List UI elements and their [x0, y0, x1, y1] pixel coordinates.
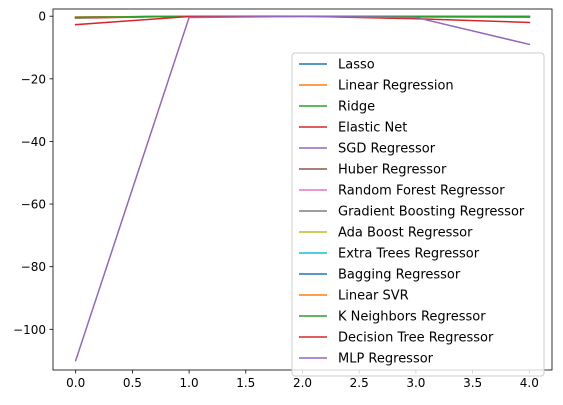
x-tick-label: 3.0: [406, 376, 425, 390]
x-tick-label: 4.0: [520, 376, 539, 390]
legend-entry: Elastic Net: [338, 121, 407, 136]
legend-entry: Ada Boost Regressor: [338, 226, 473, 241]
y-tick-label: −80: [21, 260, 46, 274]
legend-entry: Random Forest Regressor: [338, 184, 505, 199]
y-tick-label: 0: [38, 10, 46, 24]
plot-area: [74, 15, 531, 362]
x-tick-label: 2.5: [350, 376, 369, 390]
x-axis: 0.0 0.5 1.0 1.5 2.0 2.5 3.0 3.5 4.0: [66, 370, 539, 390]
legend: Lasso Linear Regression Ridge Elastic Net SG…: [291, 52, 545, 377]
legend-entry: Huber Regressor: [338, 163, 447, 178]
y-axis: 0 −20 −40 −60 −80 −100: [13, 10, 53, 337]
legend-entry: MLP Regressor: [338, 352, 434, 367]
x-tick-label: 1.5: [236, 376, 255, 390]
legend-entry: Linear Regression: [338, 79, 454, 94]
series-line-14: [74, 15, 531, 362]
legend-entry: Lasso: [338, 58, 375, 73]
legend-entry: Gradient Boosting Regressor: [338, 205, 525, 220]
x-tick-label: 0.5: [123, 376, 142, 390]
legend-entry: Linear SVR: [338, 289, 409, 304]
x-tick-label: 0.0: [66, 376, 85, 390]
x-tick-label: 1.0: [180, 376, 199, 390]
legend-entry: K Neighbors Regressor: [338, 310, 486, 325]
legend-entry: Ridge: [338, 100, 375, 115]
legend-entry: Decision Tree Regressor: [338, 331, 494, 346]
y-tick-label: −60: [21, 198, 46, 212]
y-tick-label: −40: [21, 135, 46, 149]
x-tick-label: 3.5: [463, 376, 482, 390]
y-tick-label: −20: [21, 72, 46, 86]
legend-entry: Bagging Regressor: [338, 268, 461, 283]
legend-entry: Extra Trees Regressor: [338, 247, 480, 262]
x-tick-label: 2.0: [293, 376, 312, 390]
legend-entry: SGD Regressor: [338, 142, 436, 157]
y-tick-label: −100: [13, 323, 46, 337]
legend-box: [291, 52, 545, 377]
